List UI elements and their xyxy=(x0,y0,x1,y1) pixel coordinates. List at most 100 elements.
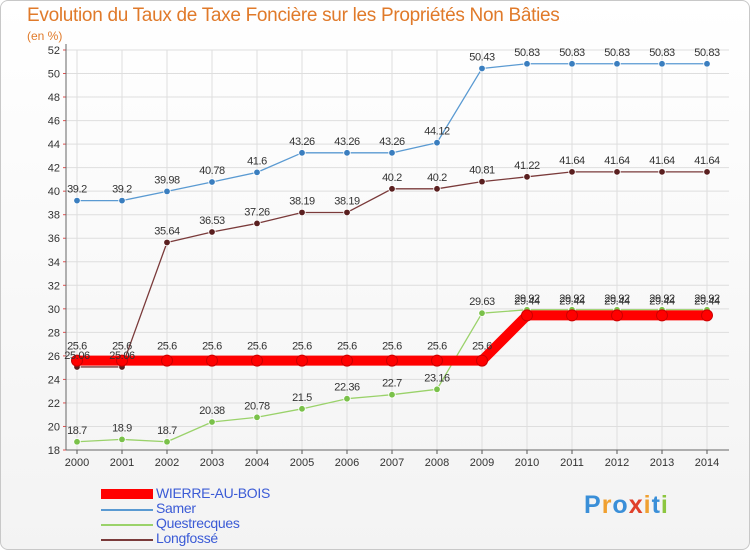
point-samer xyxy=(658,60,666,68)
data-label-longfoss-: 40.81 xyxy=(469,165,495,177)
legend-swatch-questrecques xyxy=(101,524,153,526)
x-tick-label: 2010 xyxy=(515,457,539,469)
logo-letter: x xyxy=(628,491,644,519)
data-label-wierre-au-bois: 25.6 xyxy=(382,341,402,353)
data-label-samer: 43.26 xyxy=(379,136,405,148)
data-label-samer: 39.98 xyxy=(154,174,180,186)
data-label-samer: 40.78 xyxy=(199,165,225,177)
point-wierre-au-bois xyxy=(161,354,173,367)
legend-swatch-longfosse xyxy=(101,539,153,541)
data-label-wierre-au-bois: 29.44 xyxy=(514,295,540,307)
data-label-longfoss-: 41.64 xyxy=(604,155,630,167)
point-questrecques xyxy=(163,438,171,446)
x-tick-label: 2005 xyxy=(290,457,314,469)
data-label-questrecques: 18.7 xyxy=(67,425,87,437)
data-label-longfoss-: 41.64 xyxy=(694,155,720,167)
data-label-wierre-au-bois: 25.6 xyxy=(112,341,132,353)
y-tick-label: 42 xyxy=(48,163,60,175)
point-samer xyxy=(163,187,171,196)
data-label-samer: 50.83 xyxy=(559,47,585,59)
logo-letter: i xyxy=(643,491,652,519)
y-tick-label: 40 xyxy=(48,186,60,198)
chart-title: Evolution du Taux de Taxe Foncière sur l… xyxy=(27,5,560,26)
legend-item-samer: Samer xyxy=(101,500,351,517)
y-tick-label: 22 xyxy=(48,398,60,410)
data-label-questrecques: 21.5 xyxy=(292,392,312,404)
data-label-questrecques: 29.92 xyxy=(604,293,630,305)
point-questrecques xyxy=(73,438,81,446)
point-wierre-au-bois xyxy=(611,309,623,322)
y-tick-label: 38 xyxy=(48,210,60,222)
point-wierre-au-bois xyxy=(476,354,488,367)
legend-swatch-wierre-au-bois xyxy=(101,489,153,499)
point-samer xyxy=(568,60,576,68)
data-label-questrecques: 29.92 xyxy=(694,293,720,305)
point-longfoss- xyxy=(433,185,441,193)
x-tick-label: 2000 xyxy=(65,457,89,469)
point-questrecques xyxy=(208,418,216,426)
logo-letter: o xyxy=(612,491,629,519)
point-questrecques xyxy=(118,435,126,444)
x-tick-label: 2011 xyxy=(560,457,584,469)
legend-label-longfosse: Longfossé xyxy=(156,530,218,546)
point-wierre-au-bois xyxy=(566,309,578,322)
data-label-questrecques: 22.7 xyxy=(382,378,402,390)
data-label-questrecques: 29.63 xyxy=(469,296,495,308)
point-wierre-au-bois xyxy=(341,354,353,367)
data-label-questrecques: 29.92 xyxy=(649,293,675,305)
data-label-samer: 43.26 xyxy=(289,136,315,148)
legend-label-questrecques: Questrecques xyxy=(156,515,240,531)
data-label-samer: 50.83 xyxy=(694,47,720,59)
data-label-wierre-au-bois: 29.44 xyxy=(559,295,585,307)
y-tick-label: 46 xyxy=(48,116,60,128)
legend-item-longfosse: Longfossé xyxy=(101,530,351,547)
data-label-longfoss-: 41.64 xyxy=(649,155,675,167)
y-tick-label: 48 xyxy=(48,92,60,104)
data-label-questrecques: 29.92 xyxy=(559,293,585,305)
data-label-samer: 50.83 xyxy=(514,47,540,59)
data-label-wierre-au-bois: 25.6 xyxy=(157,341,177,353)
data-label-longfoss-: 25.06 xyxy=(64,350,90,362)
point-wierre-au-bois xyxy=(296,354,308,367)
point-samer xyxy=(613,60,621,68)
point-wierre-au-bois xyxy=(521,309,533,322)
data-label-samer: 44.12 xyxy=(424,126,450,138)
data-label-longfoss-: 40.2 xyxy=(427,172,447,184)
y-tick-label: 36 xyxy=(48,233,60,245)
point-wierre-au-bois xyxy=(701,309,713,322)
y-tick-label: 30 xyxy=(48,304,60,316)
data-label-wierre-au-bois: 25.6 xyxy=(292,341,312,353)
logo-letter: t xyxy=(651,491,661,519)
point-wierre-au-bois xyxy=(431,354,443,367)
data-label-samer: 43.26 xyxy=(334,136,360,148)
point-longfoss- xyxy=(253,219,261,228)
logo-letter: r xyxy=(601,491,613,519)
point-longfoss- xyxy=(388,185,396,193)
data-label-wierre-au-bois: 29.44 xyxy=(694,295,720,307)
point-samer xyxy=(478,64,486,73)
point-wierre-au-bois xyxy=(656,309,668,322)
y-tick-label: 20 xyxy=(48,421,60,433)
point-wierre-au-bois xyxy=(116,354,128,367)
point-longfoss- xyxy=(613,168,621,176)
y-tick-label: 24 xyxy=(48,374,60,386)
point-questrecques xyxy=(298,405,306,413)
point-longfoss- xyxy=(523,173,531,181)
point-samer xyxy=(208,178,216,186)
data-label-longfoss-: 35.64 xyxy=(154,225,180,237)
data-label-wierre-au-bois: 25.6 xyxy=(427,341,447,353)
logo-letter: i xyxy=(660,491,669,519)
point-samer xyxy=(298,149,306,157)
data-label-wierre-au-bois: 29.44 xyxy=(604,295,630,307)
x-tick-label: 2009 xyxy=(470,457,494,469)
point-samer xyxy=(523,60,531,68)
x-tick-label: 2006 xyxy=(335,457,359,469)
point-samer xyxy=(118,196,126,205)
legend-label-samer: Samer xyxy=(156,500,196,516)
point-questrecques xyxy=(388,391,396,399)
legend-swatch-samer xyxy=(101,509,153,511)
data-label-wierre-au-bois: 25.6 xyxy=(67,341,87,353)
point-longfoss- xyxy=(478,177,486,186)
